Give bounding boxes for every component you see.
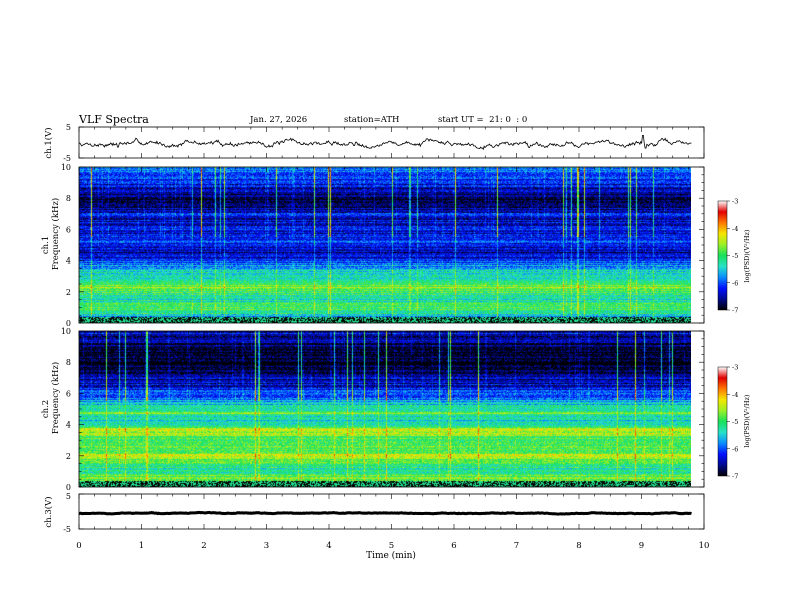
ch1-spectrogram-ytick-label: 6 xyxy=(66,225,71,234)
x-axis-tick-label: 4 xyxy=(326,541,331,551)
ch1-spectrogram-colorbar-tick-label: -4 xyxy=(732,225,738,233)
ch1-spectrogram-ytick-label: 8 xyxy=(66,194,71,203)
x-axis-tick-label: 7 xyxy=(514,541,519,551)
ch1-spectrogram-xticks xyxy=(78,167,705,323)
ch2-spectrogram-yticks: 0 2 4 6 8 10 xyxy=(61,327,704,492)
ch1-spectrogram-ytick-label: 0 xyxy=(66,319,71,328)
ch2-spectrogram-ylabel: Frequency (kHz) xyxy=(50,362,61,434)
ch2-spectrogram-empty xyxy=(691,331,704,487)
x-axis-tick-label: 3 xyxy=(264,541,269,551)
x-axis-tick-label: 10 xyxy=(699,541,710,551)
ch3-waveform-ticks xyxy=(78,493,705,530)
ch1-spectrogram-panel: 0 2 4 6 8 10 ch.1 Frequency (kHz) xyxy=(41,163,705,328)
ch2-colorbar-gradient xyxy=(718,367,727,476)
ch2-colorbar-label: log(PSD)(V²/Hz) xyxy=(743,394,751,447)
ch3-waveform-line xyxy=(78,510,692,516)
x-axis-tick-label: 5 xyxy=(389,541,394,551)
ch2-spectrogram-panel: 0 2 4 6 8 10 ch.2 Frequency (kHz) xyxy=(41,327,705,492)
ch2-spectrogram-colorbar-tick-label: -3 xyxy=(732,364,738,372)
x-axis-tick-label: 6 xyxy=(451,541,456,551)
start-time-label: start UT = 21: 0 : 0 xyxy=(438,115,527,125)
ch3-waveform-panel: 5 -5 ch.3(V) xyxy=(43,492,705,534)
ch2-spectrogram-colorbar-tick-label: -4 xyxy=(732,391,738,399)
x-axis-label: Time (min) xyxy=(366,550,416,561)
ch1-ytick-top: 5 xyxy=(66,123,71,132)
x-axis-tick-label: 1 xyxy=(139,541,144,551)
x-axis-tick-label: 8 xyxy=(576,541,581,551)
date-label: Jan. 27, 2026 xyxy=(249,115,307,125)
figure-title: VLF Spectra xyxy=(78,113,149,126)
ch2-spectrogram-ytick-label: 6 xyxy=(66,389,71,398)
ch3-waveform-ylabel: ch.3(V) xyxy=(43,496,54,527)
ch1-waveform-ticks xyxy=(78,126,705,159)
ch1-spectrogram-image xyxy=(79,167,691,323)
ch1-colorbar-ticks: -3 -4 -5 -6 -7 xyxy=(727,198,738,315)
ch1-spectrogram-ytick-label: 10 xyxy=(61,163,71,172)
x-axis-tick-labels: 0 1 2 3 4 5 6 7 8 9 10 xyxy=(76,541,709,551)
ch2-channel-label: ch.2 xyxy=(41,400,51,418)
ch2-spectrogram-ytick-label: 8 xyxy=(66,358,71,367)
ch1-waveform-panel: 5 -5 ch.1(V) xyxy=(43,123,705,163)
ch2-spectrogram-colorbar-tick-label: -7 xyxy=(732,473,738,481)
ch3-ytick-top: 5 xyxy=(66,492,71,501)
ch2-spectrogram-ytick-label: 0 xyxy=(66,483,71,492)
ch2-spectrogram-ytick-label: 4 xyxy=(66,421,71,430)
ch1-colorbar-label: log(PSD)(V²/Hz) xyxy=(743,229,751,282)
ch1-spectrogram-ylabel: Frequency (kHz) xyxy=(50,198,61,270)
ch1-spectrogram-empty xyxy=(691,167,704,323)
station-label: station=ATH xyxy=(344,115,399,125)
ch1-spectrogram-colorbar-tick-label: -3 xyxy=(732,198,738,206)
ch1-spectrogram-ytick-label: 2 xyxy=(66,288,71,297)
x-axis-tick-label: 9 xyxy=(639,541,644,551)
ch3-ytick-bottom: -5 xyxy=(63,525,71,534)
ch1-spectrogram-colorbar-tick-label: -7 xyxy=(732,307,738,315)
ch1-colorbar: -3 -4 -5 -6 -7 log(PSD)(V²/Hz) xyxy=(717,198,751,315)
ch1-ytick-bottom: -5 xyxy=(63,154,71,163)
x-axis-tick-label: 2 xyxy=(201,541,206,551)
ch1-spectrogram-yticks: 0 2 4 6 8 10 xyxy=(61,163,704,328)
x-axis-tick-label: 0 xyxy=(76,541,81,551)
ch1-channel-label: ch.1 xyxy=(41,236,51,254)
ch2-spectrogram-xticks xyxy=(78,331,705,487)
ch2-spectrogram-ytick-label: 2 xyxy=(66,452,71,461)
ch2-colorbar-ticks: -3 -4 -5 -6 -7 xyxy=(727,364,738,481)
ch2-colorbar: -3 -4 -5 -6 -7 log(PSD)(V²/Hz) xyxy=(717,364,751,481)
ch1-spectrogram-colorbar-tick-label: -5 xyxy=(732,252,738,260)
ch1-waveform-line xyxy=(78,134,692,151)
ch1-waveform-ylabel: ch.1(V) xyxy=(43,127,54,158)
ch1-spectrogram-colorbar-tick-label: -6 xyxy=(732,279,738,287)
ch2-spectrogram-ytick-label: 10 xyxy=(61,327,71,336)
ch2-spectrogram-colorbar-tick-label: -5 xyxy=(732,418,738,426)
ch2-spectrogram-colorbar-tick-label: -6 xyxy=(732,445,738,453)
ch2-spectrogram-image xyxy=(79,331,691,487)
ch1-spectrogram-ytick-label: 4 xyxy=(66,257,71,266)
ch1-colorbar-gradient xyxy=(718,201,727,310)
